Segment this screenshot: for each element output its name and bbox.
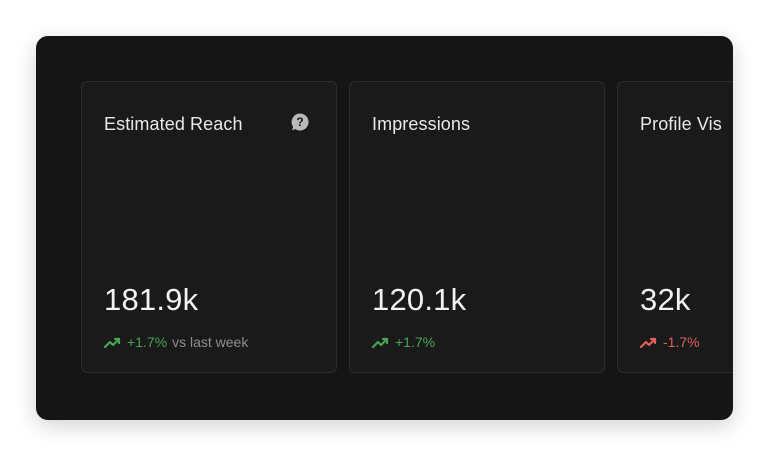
card-title: Impressions [372,114,471,134]
change-percent: -1.7% [663,334,700,350]
svg-text:?: ? [296,115,303,129]
change-indicator: -1.7% [639,334,700,350]
metric-value: 120.1k [372,282,467,317]
stat-card-estimated-reach: Estimated Reach ? 181.9k +1.7% vs last w… [81,81,337,373]
change-percent: +1.7% [127,334,168,350]
stat-card-profile-visits: Profile Vis 32k -1.7% [617,81,733,373]
metric-value: 32k [640,282,691,317]
trend-up-icon [371,336,390,349]
trend-down-icon [639,336,658,349]
trend-up-icon [103,336,122,349]
change-indicator: +1.7% [371,334,436,350]
change-comparison-label: vs last week [172,334,249,350]
stat-card-impressions: Impressions 120.1k +1.7% [349,81,605,373]
metric-value: 181.9k [104,282,199,317]
card-title: Profile Vis [640,114,722,134]
help-icon[interactable]: ? [290,112,310,132]
change-percent: +1.7% [395,334,436,350]
stats-panel: Estimated Reach ? 181.9k +1.7% vs last w… [36,36,733,420]
change-indicator: +1.7% vs last week [103,334,249,350]
card-title: Estimated Reach [104,114,243,134]
